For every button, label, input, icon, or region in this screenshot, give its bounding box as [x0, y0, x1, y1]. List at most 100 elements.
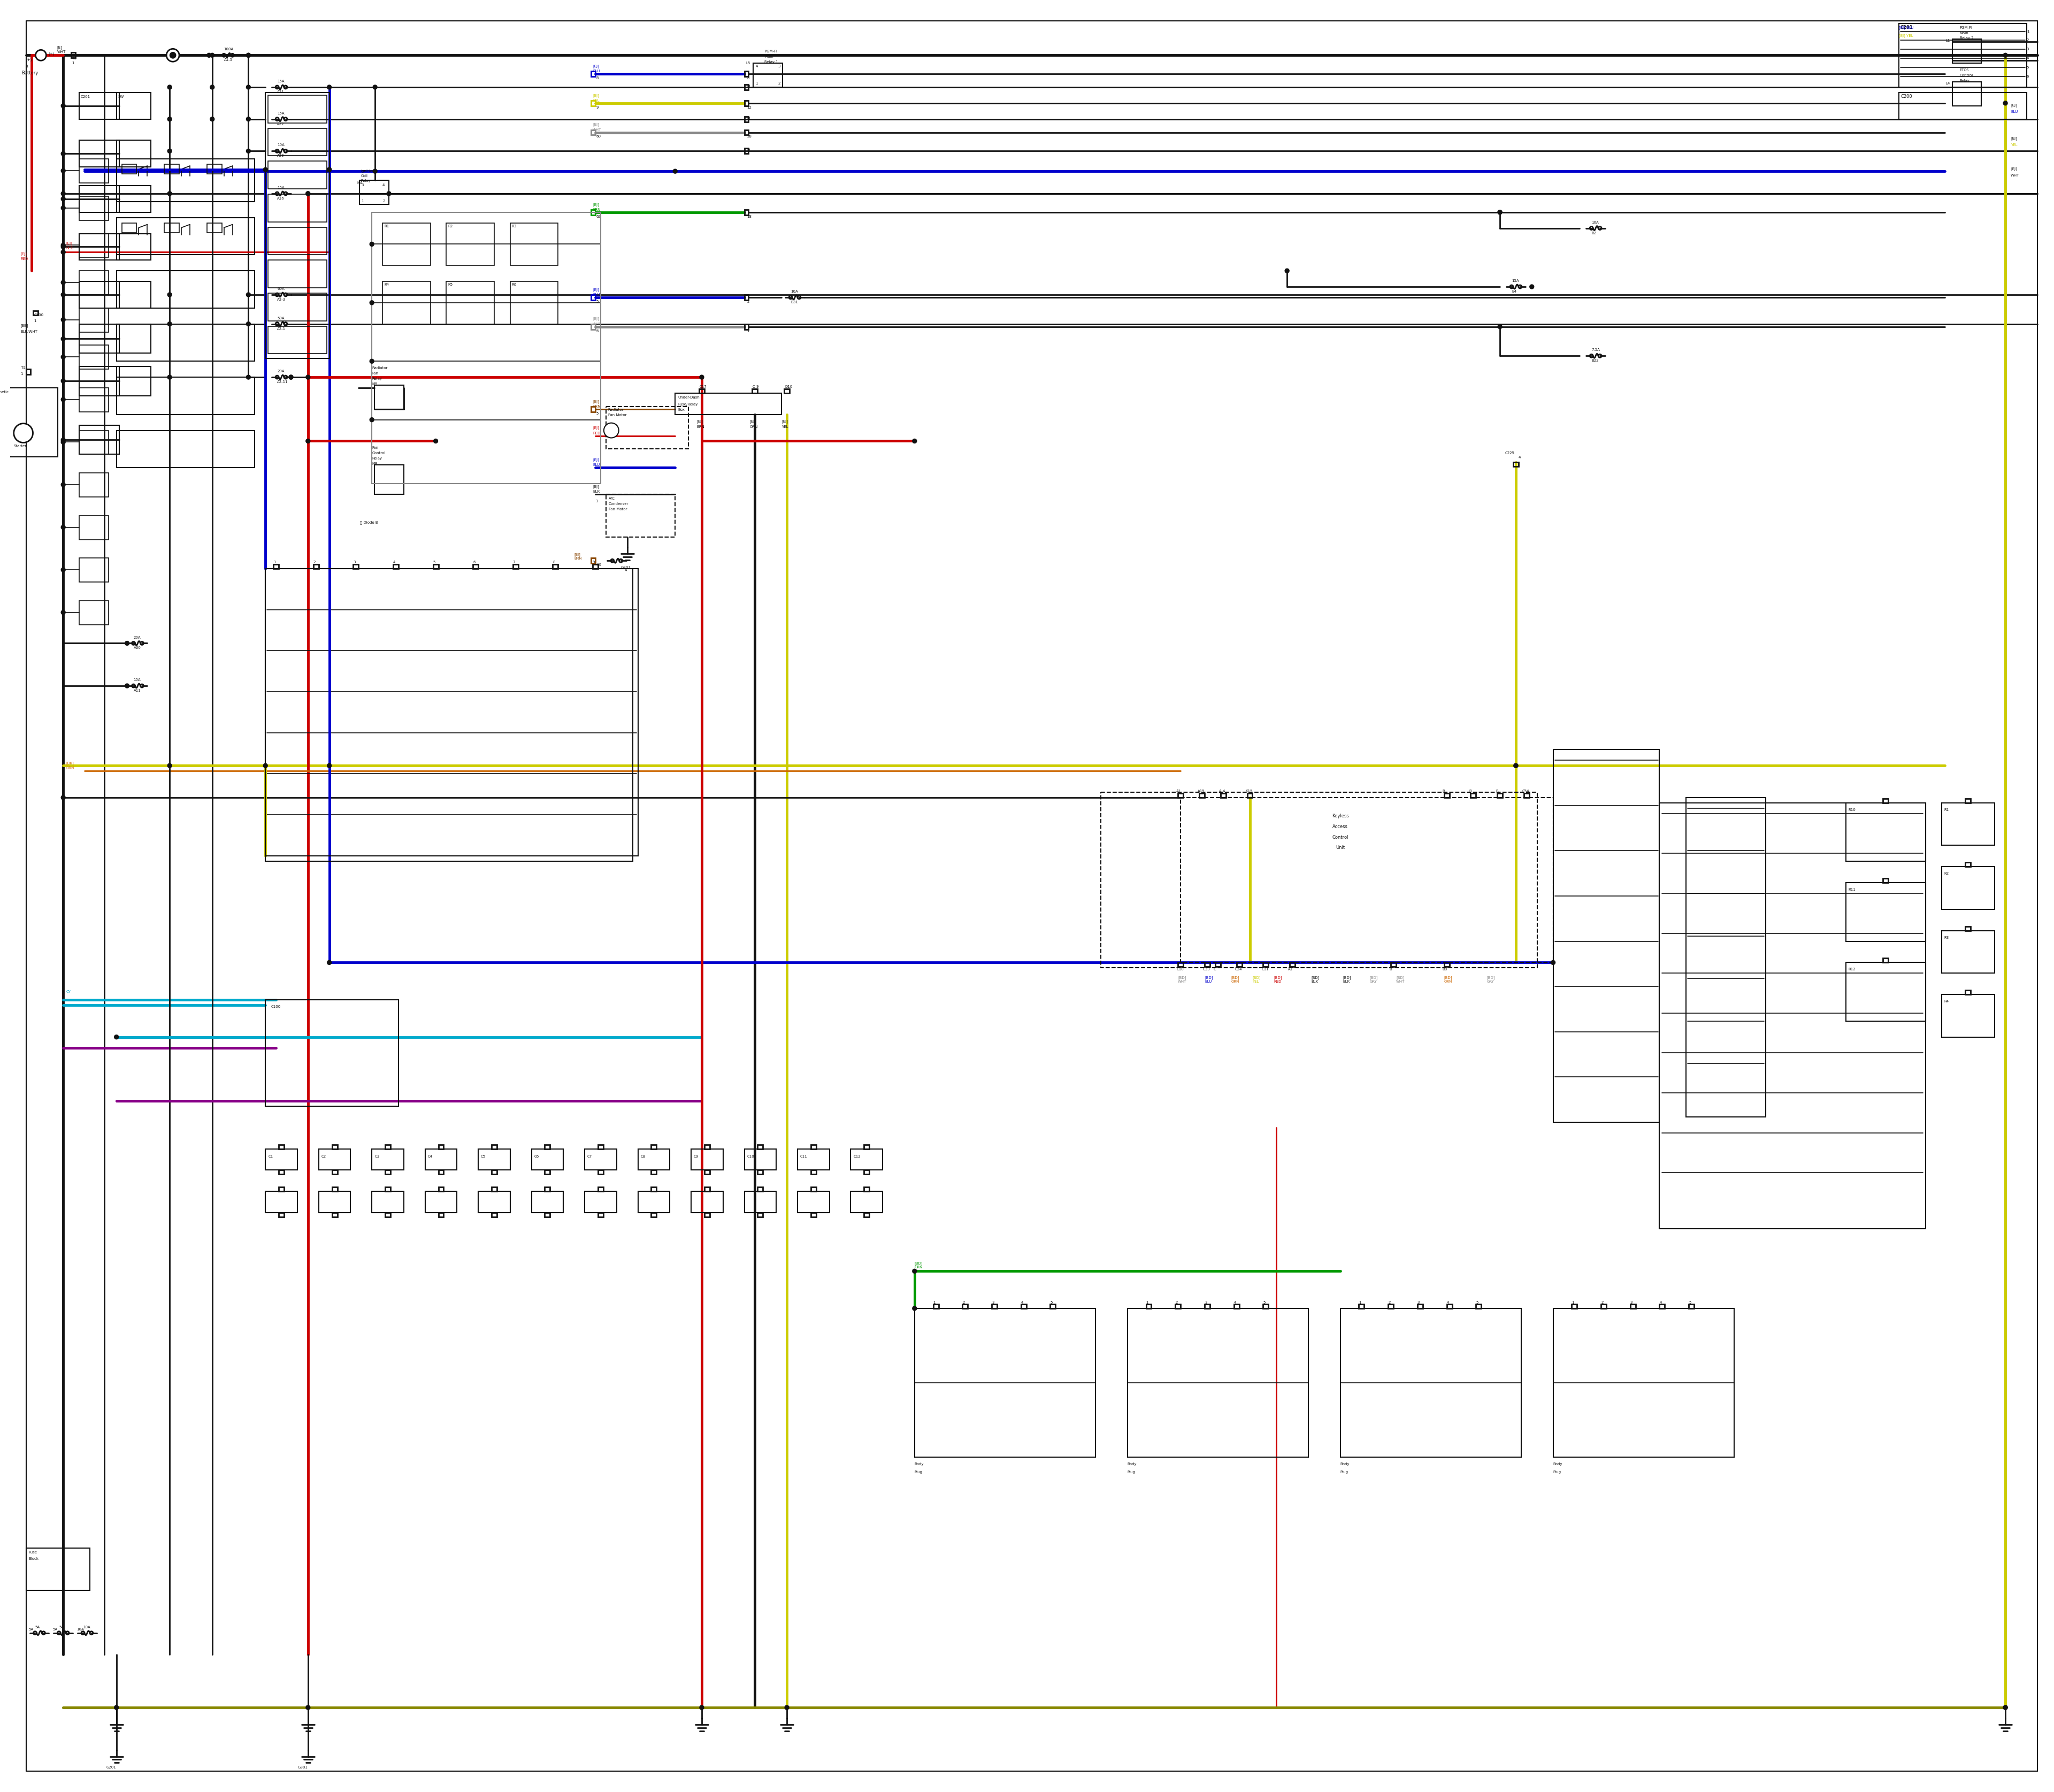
- Circle shape: [210, 84, 214, 90]
- Bar: [117, 159, 255, 201]
- Text: Control: Control: [1333, 835, 1347, 840]
- Bar: [279, 1186, 283, 1192]
- Circle shape: [62, 611, 66, 615]
- Text: [EJ] BLU: [EJ] BLU: [1900, 25, 1914, 30]
- Text: K15: K15: [1245, 790, 1253, 792]
- Text: C54: C54: [1522, 790, 1530, 792]
- Bar: [265, 1192, 298, 1213]
- Text: 9: 9: [594, 561, 596, 564]
- Circle shape: [62, 796, 66, 799]
- Bar: [207, 222, 222, 233]
- Bar: [598, 1213, 604, 1217]
- Text: [EJ]: [EJ]: [594, 459, 600, 462]
- Circle shape: [604, 423, 618, 437]
- Bar: [279, 1145, 283, 1149]
- Text: 1: 1: [35, 319, 37, 323]
- Text: 7: 7: [514, 561, 516, 564]
- Circle shape: [246, 292, 251, 297]
- Text: [BD]
WHT: [BD] WHT: [1397, 977, 1405, 984]
- Text: C10: C10: [748, 1156, 754, 1158]
- Bar: [117, 430, 255, 468]
- Bar: [80, 159, 109, 183]
- Bar: [80, 516, 109, 539]
- Text: Relay: Relay: [362, 179, 372, 183]
- Bar: [80, 197, 109, 220]
- Text: BRN: BRN: [594, 405, 600, 409]
- Bar: [1966, 799, 1970, 803]
- Bar: [639, 1149, 670, 1170]
- Text: D: D: [748, 84, 750, 88]
- Text: [EJ]: [EJ]: [750, 419, 756, 423]
- Text: C11: C11: [801, 1156, 807, 1158]
- Text: R4: R4: [384, 283, 388, 287]
- Text: C 9: C 9: [754, 385, 760, 389]
- Text: Plug: Plug: [914, 1471, 922, 1473]
- Text: ⍉ Diode B: ⍉ Diode B: [359, 521, 378, 525]
- Bar: [592, 294, 596, 299]
- Bar: [80, 324, 119, 353]
- Text: WHT: WHT: [2011, 174, 2019, 177]
- Text: [BD]
GRY: [BD] GRY: [1487, 977, 1495, 984]
- Bar: [509, 281, 559, 324]
- Text: 5: 5: [596, 299, 598, 303]
- Text: R4: R4: [1945, 1000, 1949, 1004]
- Text: Control: Control: [372, 452, 386, 455]
- Text: YEL: YEL: [2011, 143, 2017, 147]
- Text: 1: 1: [1360, 1301, 1362, 1305]
- Circle shape: [62, 568, 66, 572]
- Bar: [1263, 1305, 1269, 1308]
- Text: R5: R5: [448, 283, 452, 287]
- Bar: [744, 324, 748, 330]
- Text: L1: L1: [1945, 39, 1949, 43]
- Bar: [1951, 39, 1982, 63]
- Bar: [1951, 82, 1982, 106]
- Bar: [544, 1145, 550, 1149]
- Circle shape: [170, 54, 175, 57]
- Text: 6: 6: [472, 561, 474, 564]
- Circle shape: [62, 152, 66, 156]
- Circle shape: [327, 961, 331, 964]
- Text: B31: B31: [791, 301, 797, 305]
- Circle shape: [1530, 285, 1534, 289]
- Bar: [117, 93, 152, 118]
- Text: 1: 1: [273, 561, 275, 564]
- Bar: [553, 564, 559, 568]
- Bar: [80, 186, 119, 211]
- Circle shape: [785, 1706, 789, 1710]
- Text: D: D: [748, 116, 750, 120]
- Bar: [705, 1170, 711, 1174]
- Text: [EJ]: [EJ]: [594, 124, 600, 127]
- Circle shape: [62, 525, 66, 529]
- Bar: [544, 1213, 550, 1217]
- Bar: [117, 367, 152, 396]
- Bar: [914, 1308, 1095, 1457]
- Bar: [744, 116, 748, 122]
- Bar: [269, 161, 327, 188]
- Text: 2: 2: [778, 82, 781, 84]
- Text: Fuse/Relay: Fuse/Relay: [678, 403, 698, 407]
- Text: C33: C33: [1204, 968, 1210, 971]
- Text: M: M: [610, 428, 614, 432]
- Circle shape: [115, 1036, 119, 1039]
- Text: CY: CY: [66, 991, 70, 993]
- Text: 60: 60: [596, 134, 602, 138]
- Bar: [811, 1213, 815, 1217]
- Bar: [265, 93, 329, 358]
- Text: C2: C2: [320, 1156, 327, 1158]
- Text: 3: 3: [1631, 1301, 1633, 1305]
- Text: 15A: 15A: [134, 679, 142, 681]
- Circle shape: [62, 398, 66, 401]
- Circle shape: [125, 685, 129, 688]
- Text: 1: 1: [21, 373, 23, 376]
- Bar: [1177, 962, 1183, 966]
- Circle shape: [125, 642, 129, 645]
- Bar: [606, 495, 676, 538]
- Bar: [592, 557, 596, 563]
- Circle shape: [1514, 763, 1518, 767]
- Text: Body: Body: [1553, 1462, 1563, 1466]
- Bar: [425, 1192, 456, 1213]
- Circle shape: [14, 423, 33, 443]
- Bar: [80, 271, 109, 294]
- Text: T1: T1: [72, 57, 76, 61]
- Bar: [269, 95, 327, 124]
